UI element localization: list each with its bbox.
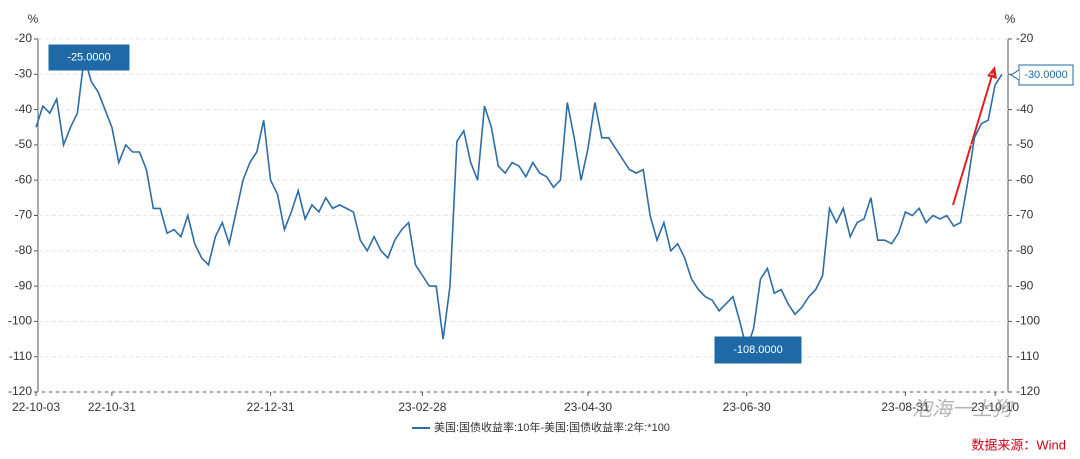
annotation-label: -108.0000: [733, 344, 783, 356]
source: 数据来源：Wind: [971, 437, 1066, 452]
y-tick-label: -100: [8, 314, 32, 328]
x-tick-label: 23-06-30: [723, 400, 771, 414]
y-tick-label: -70: [15, 208, 33, 222]
y-tick-label: -90: [15, 278, 33, 292]
y2-tick-label: -120: [1016, 384, 1040, 398]
annotation-label: -25.0000: [67, 51, 110, 63]
annotation-label: -30.0000: [1024, 69, 1067, 81]
y-unit: %: [28, 12, 39, 26]
annotation-box: [714, 336, 802, 364]
arrow-head: [987, 66, 997, 79]
x-tick-label: 22-10-31: [88, 400, 136, 414]
y2-tick-label: -40: [1016, 102, 1034, 116]
y2-unit: %: [1005, 12, 1016, 26]
y-tick-label: -40: [15, 102, 33, 116]
y2-tick-label: -70: [1016, 208, 1034, 222]
y2-tick-label: -20: [1016, 31, 1034, 45]
watermark: 泡海一上狗: [912, 398, 1015, 420]
x-tick-label: 23-02-28: [398, 400, 446, 414]
x-tick-label: 23-08-31: [881, 400, 929, 414]
y-tick-label: -20: [15, 31, 33, 45]
y-tick-label: -110: [9, 349, 32, 363]
x-tick-label: 23-10-10: [971, 400, 1019, 414]
x-tick-label: 23-04-30: [564, 400, 612, 414]
annotation-box: [48, 44, 130, 71]
series-line: [35, 56, 1003, 353]
x-tick-label: 22-10-03: [12, 400, 60, 414]
y2-tick-label: -80: [1016, 243, 1034, 257]
y-tick-label: -50: [15, 137, 33, 151]
x-tick-label: 22-12-31: [247, 400, 295, 414]
y-tick-label: -120: [8, 384, 32, 398]
arrow: [952, 71, 994, 206]
y2-tick-label: -60: [1016, 172, 1034, 186]
y-tick-label: -60: [15, 172, 33, 186]
y2-tick-label: -90: [1016, 278, 1034, 292]
legend-label: 美国:国债收益率:10年-美国:国债收益率:2年:*100: [434, 420, 670, 434]
annotation-pointer: [1010, 69, 1020, 81]
y2-tick-label: -100: [1016, 314, 1040, 328]
y-tick-label: -30: [15, 66, 33, 80]
y-tick-label: -80: [15, 243, 33, 257]
y2-tick-label: -110: [1016, 349, 1039, 363]
y2-tick-label: -50: [1016, 137, 1034, 151]
